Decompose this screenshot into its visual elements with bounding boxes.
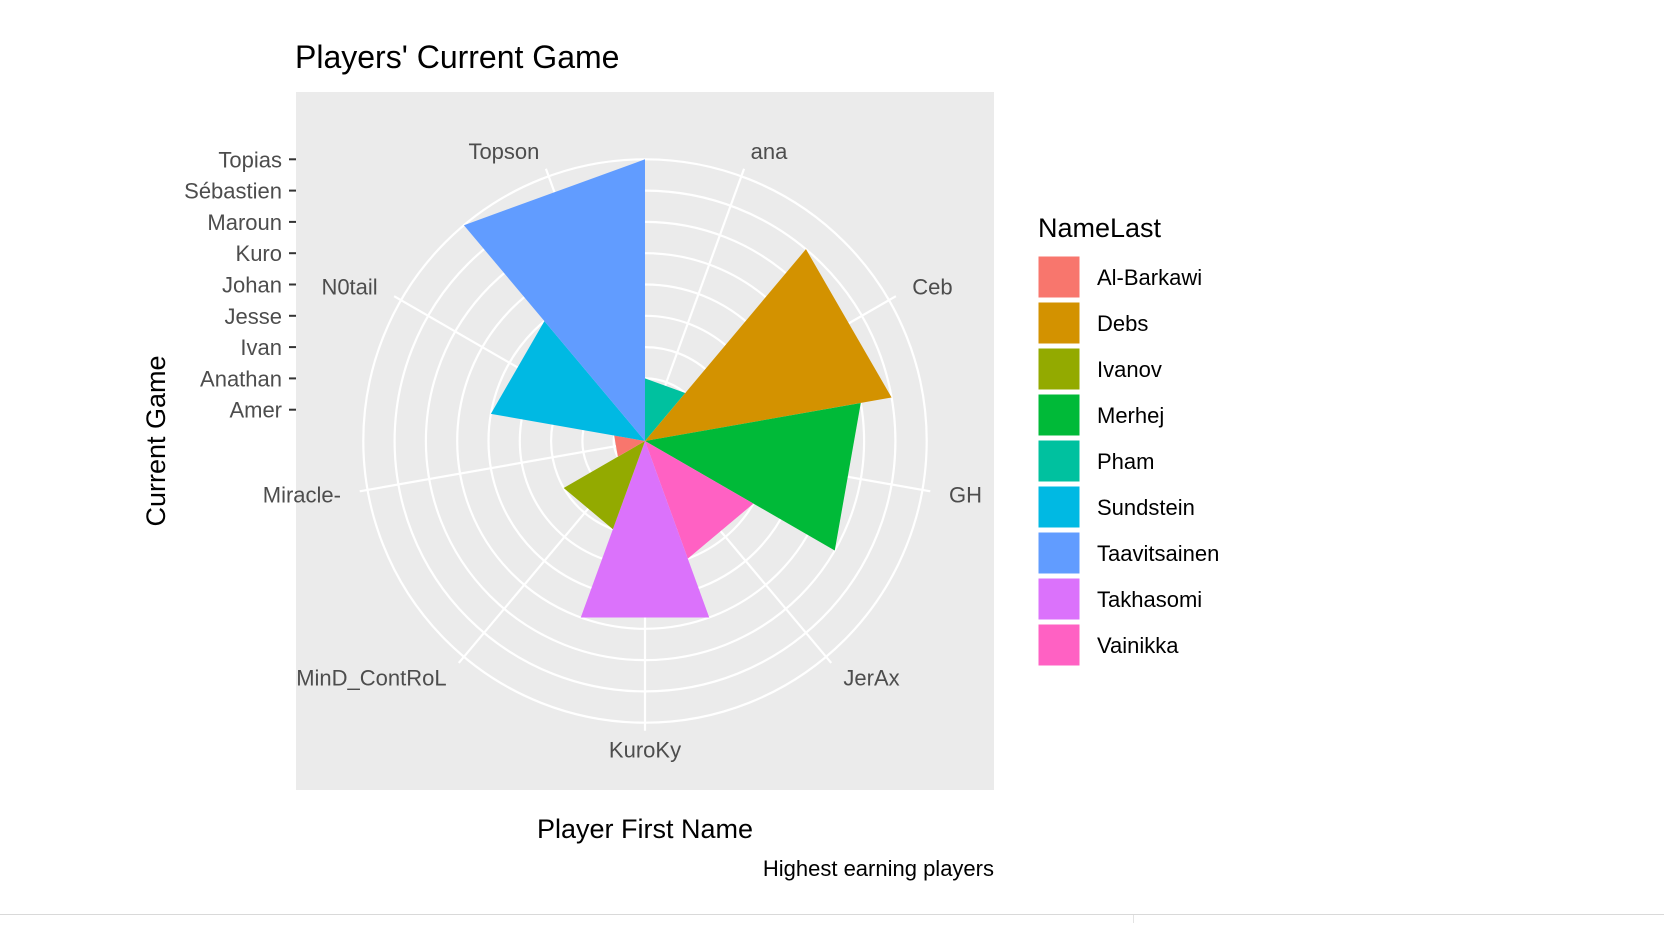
- legend-label: Pham: [1097, 449, 1154, 474]
- x-axis-title: Player First Name: [537, 814, 753, 844]
- legend-label: Ivanov: [1097, 357, 1162, 382]
- legend-label: Taavitsainen: [1097, 541, 1219, 566]
- legend-key: [1037, 623, 1081, 667]
- y-axis: Amer Anathan Ivan Jesse Johan Kuro Maroun Sébas…: [184, 147, 296, 423]
- legend-title: NameLast: [1038, 213, 1162, 243]
- y-tick-label: Sébastien: [184, 179, 282, 204]
- y-tick-label: Maroun: [207, 210, 282, 235]
- legend-label: Sundstein: [1097, 495, 1195, 520]
- y-tick-label: Anathan: [200, 366, 282, 391]
- legend-key: [1037, 577, 1081, 621]
- bar-ana: [645, 378, 686, 441]
- category-label: JerAx: [843, 666, 899, 691]
- legend-key: [1037, 393, 1081, 437]
- legend-key: [1037, 301, 1081, 345]
- legend-key: [1037, 347, 1081, 391]
- bar-mind-control: [563, 441, 645, 530]
- category-label: Ceb: [912, 275, 952, 300]
- legend-label: Debs: [1097, 311, 1148, 336]
- legend-label: Merhej: [1097, 403, 1164, 428]
- category-label: KuroKy: [609, 738, 681, 763]
- chart-title: Players' Current Game: [295, 39, 619, 75]
- footer-tick: [1133, 915, 1134, 923]
- category-label: GH: [949, 483, 982, 508]
- footer-divider: [0, 914, 1664, 915]
- category-label: ana: [751, 139, 788, 164]
- category-label: MinD_ContRoL: [296, 666, 446, 691]
- bar-ceb: [645, 249, 892, 441]
- bar-miracle-: [614, 435, 645, 457]
- bar-kuroky: [580, 441, 710, 618]
- bar-gh: [645, 402, 861, 551]
- legend: Al-Barkawi Debs Ivanov Merhej Pham Sundstein T…: [1037, 255, 1219, 667]
- category-label: Topson: [468, 139, 539, 164]
- legend-key: [1037, 531, 1081, 575]
- bar-n0tail: [490, 321, 645, 441]
- y-tick-label: Kuro: [236, 241, 282, 266]
- legend-key: [1037, 485, 1081, 529]
- y-tick-label: Ivan: [240, 335, 282, 360]
- y-axis-title: Current Game: [141, 355, 171, 526]
- grid-spoke: [359, 439, 646, 493]
- legend-key: [1037, 255, 1081, 299]
- category-label: Miracle-: [263, 483, 341, 508]
- category-label: N0tail: [321, 275, 377, 300]
- legend-label: Vainikka: [1097, 633, 1179, 658]
- legend-label: Takhasomi: [1097, 587, 1202, 612]
- bar-topson: [463, 159, 645, 442]
- legend-key: [1037, 439, 1081, 483]
- y-tick-label: Jesse: [225, 304, 282, 329]
- y-tick-label: Topias: [218, 147, 282, 172]
- y-tick-label: Amer: [229, 398, 282, 423]
- bar-jerax: [645, 441, 754, 559]
- chart-caption: Highest earning players: [763, 856, 994, 881]
- legend-label: Al-Barkawi: [1097, 265, 1202, 290]
- y-tick-label: Johan: [222, 273, 282, 298]
- category-labels: ana Ceb GH JerAx KuroKy MinD_ContRoL Miracle- N…: [263, 139, 982, 763]
- bars: [463, 159, 892, 618]
